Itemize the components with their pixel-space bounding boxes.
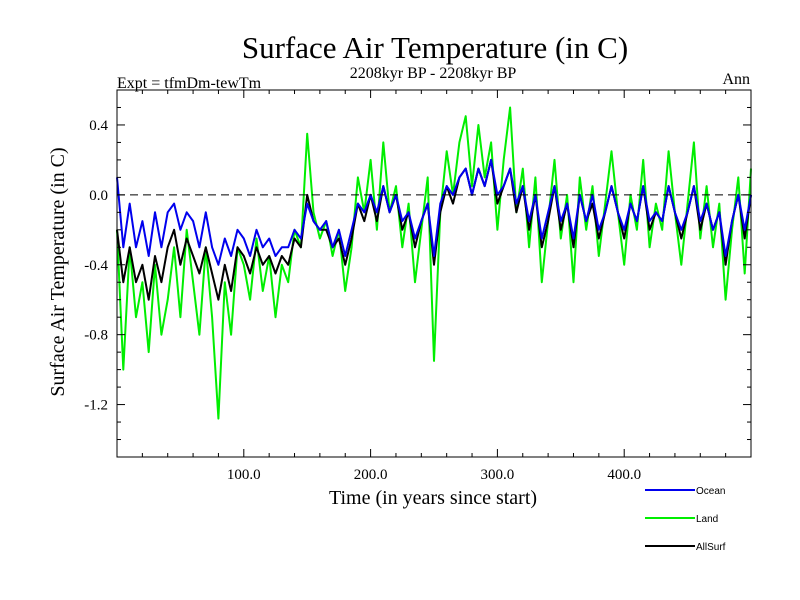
plot-frame <box>116 89 752 458</box>
y-tick-label: 0.4 <box>89 118 108 134</box>
legend: Ocean Land AllSurf <box>645 486 726 553</box>
plot-area: 100.0 200.0 300.0 400.0 -1.2 -0.8 -0.4 0.0 0.4 <box>84 89 752 483</box>
y-tick-label: 0.0 <box>89 188 108 204</box>
chart-subtitle: 2208kyr BP - 2208kyr BP <box>350 65 517 82</box>
legend-label-allsurf: AllSurf <box>696 542 726 553</box>
chart-title: Surface Air Temperature (in C) <box>242 30 628 65</box>
legend-label-land: Land <box>696 514 718 525</box>
tick-layer: 100.0 200.0 300.0 400.0 -1.2 -0.8 -0.4 0.0 0.4 <box>84 89 751 483</box>
y-tick-label: -0.8 <box>84 328 108 344</box>
series-line-ocean <box>116 158 752 266</box>
x-tick-label: 300.0 <box>481 467 515 483</box>
x-tick-label: 100.0 <box>227 467 261 483</box>
series-layer <box>116 106 752 420</box>
legend-label-ocean: Ocean <box>696 486 725 497</box>
season-label: Ann <box>722 71 750 88</box>
y-tick-label: -1.2 <box>84 398 108 414</box>
series-line-land <box>116 106 752 420</box>
x-axis-label: Time (in years since start) <box>329 487 537 509</box>
x-tick-label: 200.0 <box>354 467 388 483</box>
series-line-allsurf <box>116 158 752 301</box>
y-tick-label: -0.4 <box>84 258 108 274</box>
x-tick-label: 400.0 <box>607 467 641 483</box>
y-axis-label: Surface Air Temperature (in C) <box>47 147 69 396</box>
experiment-label: Expt = tfmDm-tewTm <box>117 75 262 92</box>
